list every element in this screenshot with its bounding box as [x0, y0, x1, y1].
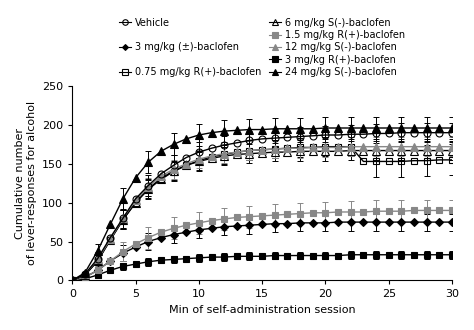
X-axis label: Min of self-administration session: Min of self-administration session [169, 305, 356, 315]
Legend: Vehicle, , 3 mg/kg (±)-baclofen, , 0.75 mg/kg R(+)-baclofen, 6 mg/kg S(-)-baclof: Vehicle, , 3 mg/kg (±)-baclofen, , 0.75 … [118, 16, 407, 79]
Y-axis label: Cumulative number
of lever-responses for alcohol: Cumulative number of lever-responses for… [15, 101, 36, 265]
